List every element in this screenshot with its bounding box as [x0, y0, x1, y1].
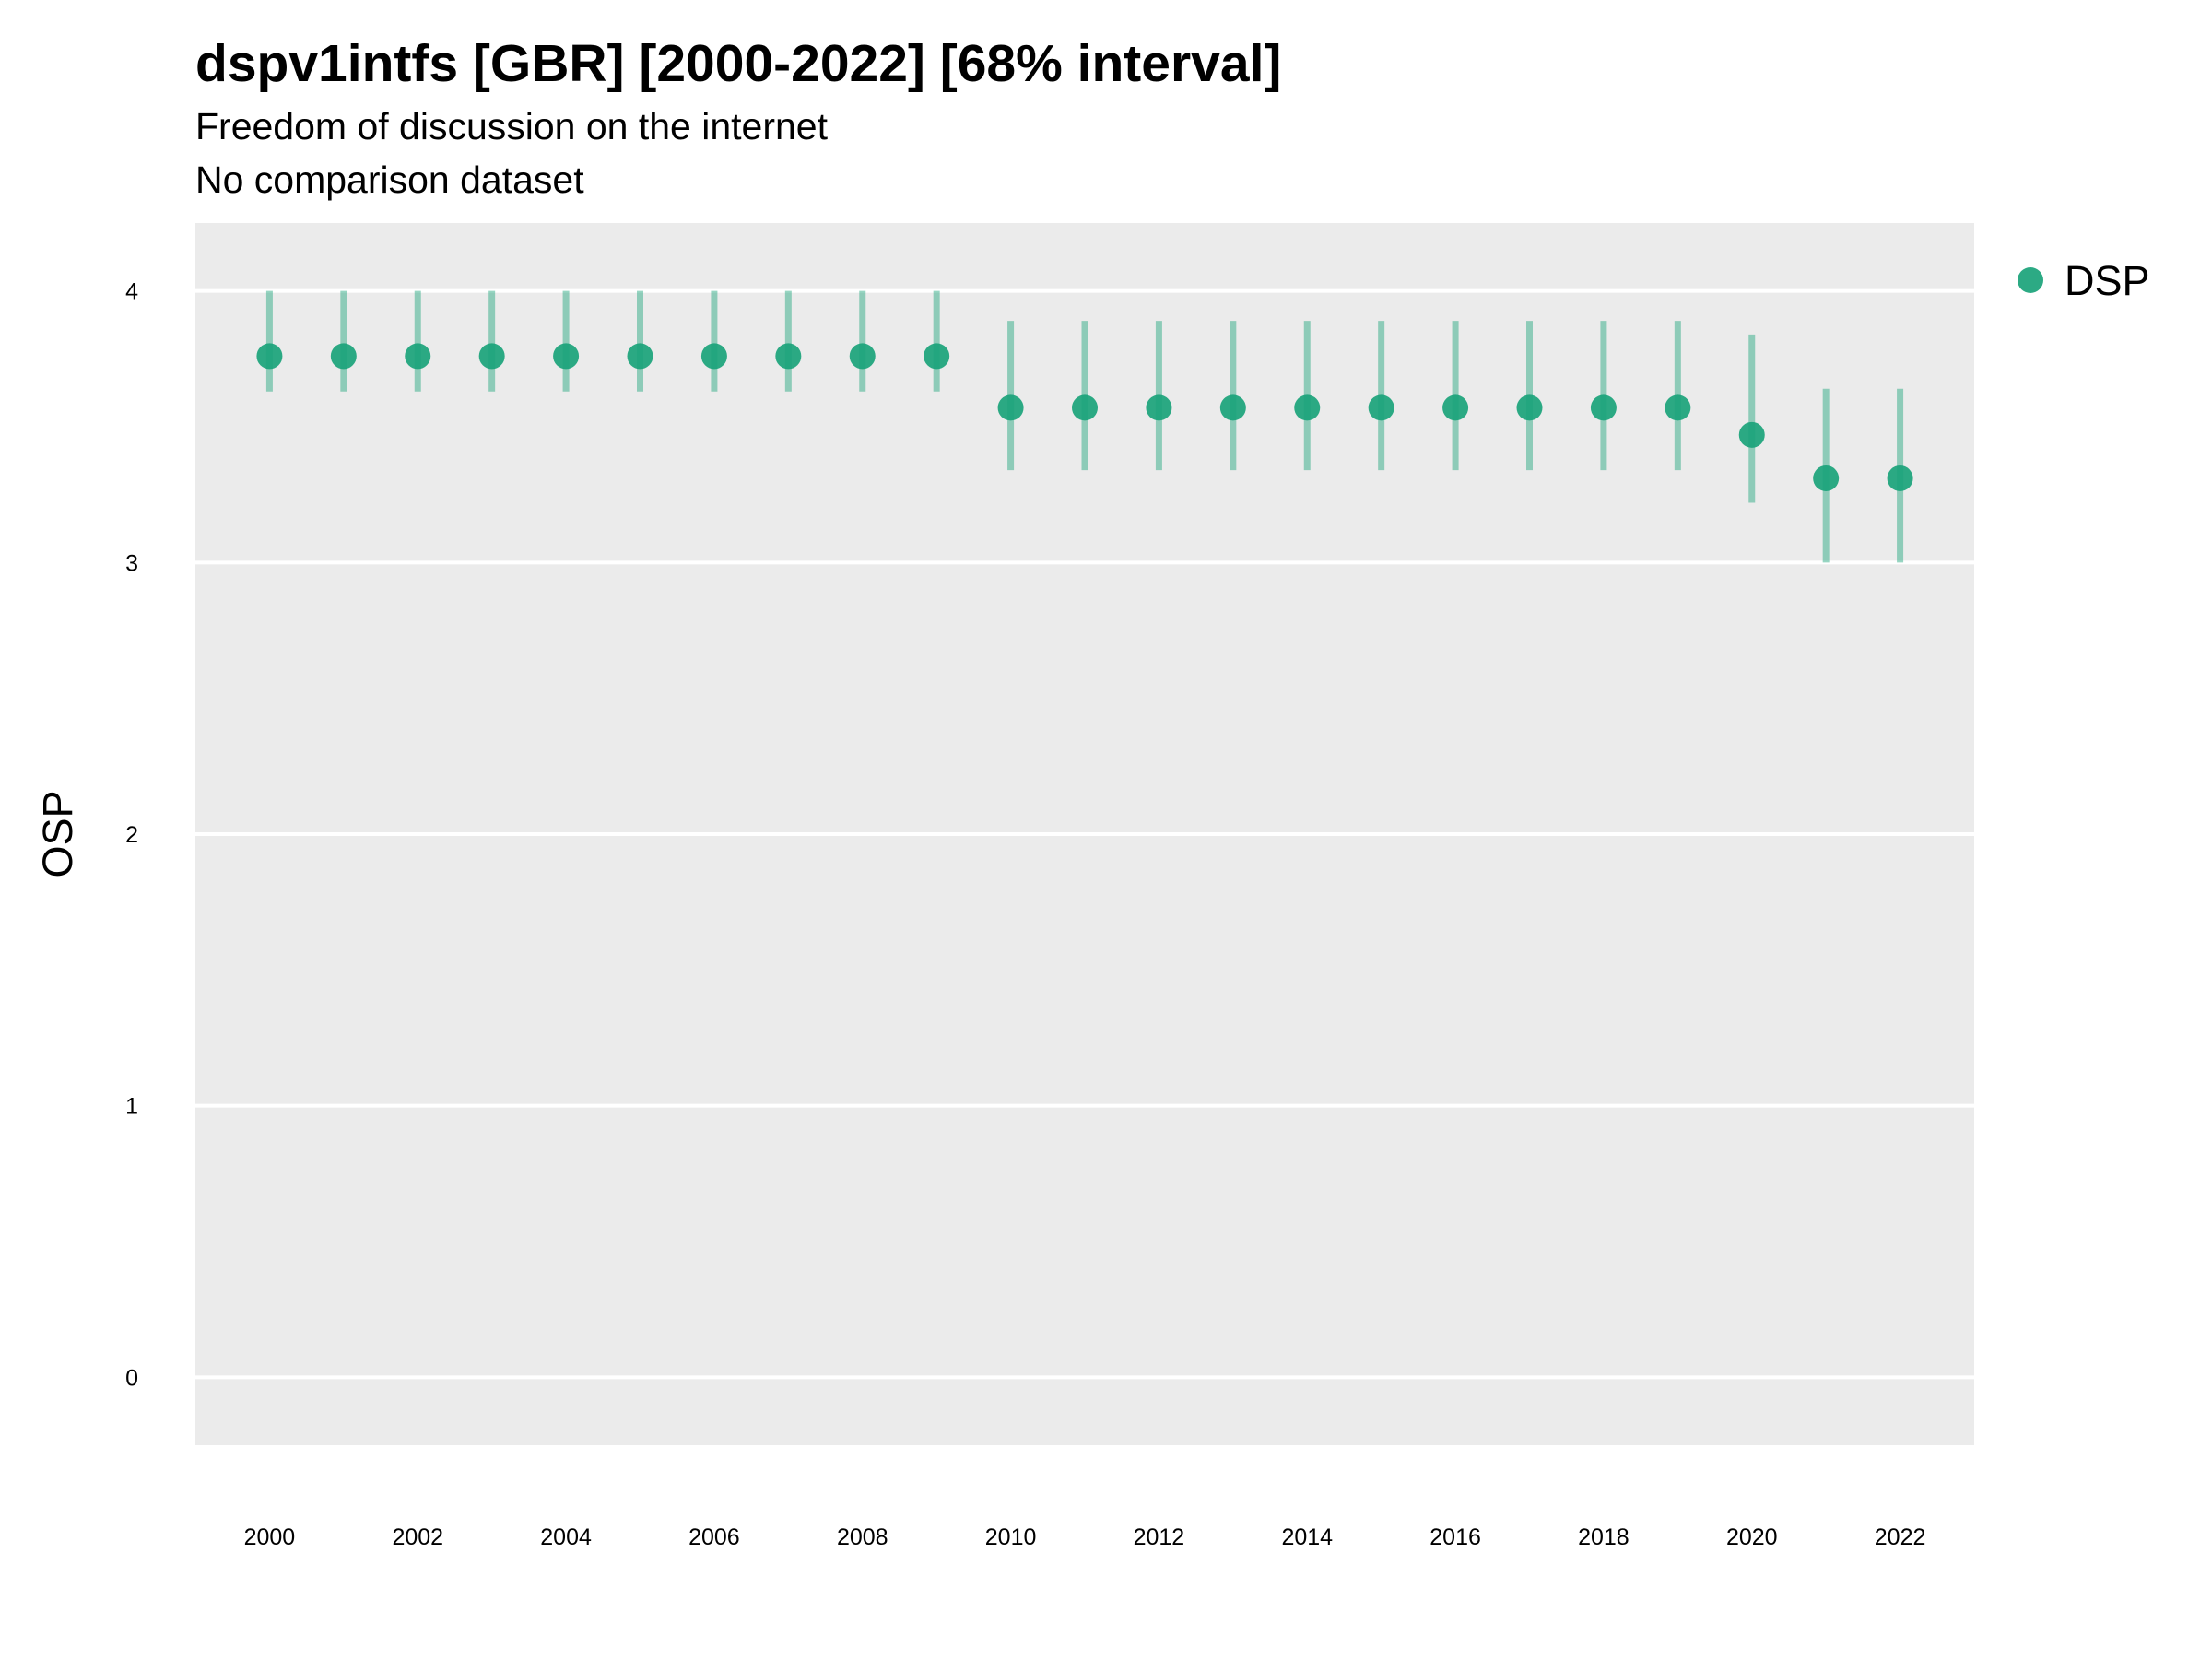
- x-tick-label-2016: 2016: [1430, 1524, 1481, 1550]
- legend-label-dsp: DSP: [2065, 257, 2150, 304]
- y-tick-label-2: 2: [125, 822, 138, 848]
- x-tick-label-2006: 2006: [688, 1524, 740, 1550]
- data-points: [256, 343, 1913, 491]
- data-point-2001: [330, 343, 357, 370]
- data-point-2000: [256, 343, 283, 370]
- data-point-2020: [1738, 421, 1765, 448]
- data-point-2022: [1887, 465, 1913, 491]
- data-point-2017: [1516, 394, 1543, 421]
- x-tick-label-2010: 2010: [985, 1524, 1037, 1550]
- data-point-2008: [849, 343, 876, 370]
- data-point-2007: [775, 343, 802, 370]
- chart-title: dspv1intfs [GBR] [2000-2022] [68% interv…: [195, 34, 1282, 93]
- x-tick-label-2004: 2004: [540, 1524, 592, 1550]
- data-point-2004: [553, 343, 580, 370]
- data-point-2010: [997, 394, 1024, 421]
- y-tick-label-0: 0: [125, 1365, 138, 1391]
- legend-key-dsp: [2018, 267, 2043, 293]
- data-point-2015: [1368, 394, 1394, 421]
- x-axis-ticks: 2000 2002 2004 2006 2008 2010 2012 2014 2016 2018…: [244, 1524, 1926, 1550]
- data-point-2006: [700, 343, 727, 370]
- data-point-2002: [405, 343, 431, 370]
- data-point-2021: [1813, 465, 1840, 491]
- y-tick-label-3: 3: [125, 550, 138, 576]
- grid-lines: [195, 288, 1974, 1380]
- y-tick-label-1: 1: [125, 1094, 138, 1120]
- data-point-2013: [1219, 394, 1246, 421]
- data-point-2005: [627, 343, 653, 370]
- data-point-2012: [1146, 394, 1172, 421]
- chart-subtitle-comparison: No comparison dataset: [195, 159, 584, 201]
- y-axis-ticks: 0 1 2 3 4: [125, 279, 138, 1392]
- y-tick-label-4: 4: [125, 279, 138, 305]
- data-point-2009: [924, 343, 950, 370]
- data-point-2014: [1294, 394, 1321, 421]
- x-tick-label-2022: 2022: [1875, 1524, 1926, 1550]
- data-point-2018: [1590, 394, 1617, 421]
- x-tick-label-2018: 2018: [1578, 1524, 1630, 1550]
- data-point-2003: [478, 343, 505, 370]
- x-tick-label-2008: 2008: [837, 1524, 888, 1550]
- x-tick-label-2014: 2014: [1281, 1524, 1333, 1550]
- legend: DSP: [2018, 257, 2150, 304]
- x-tick-label-2012: 2012: [1134, 1524, 1185, 1550]
- data-point-2011: [1072, 394, 1098, 421]
- x-tick-label-2020: 2020: [1726, 1524, 1778, 1550]
- data-point-2019: [1665, 394, 1691, 421]
- y-axis-label: OSP: [34, 790, 81, 877]
- x-tick-label-2000: 2000: [244, 1524, 296, 1550]
- chart-subtitle: Freedom of discussion on the internet: [195, 105, 828, 147]
- data-point-2016: [1442, 394, 1469, 421]
- x-tick-label-2002: 2002: [392, 1524, 443, 1550]
